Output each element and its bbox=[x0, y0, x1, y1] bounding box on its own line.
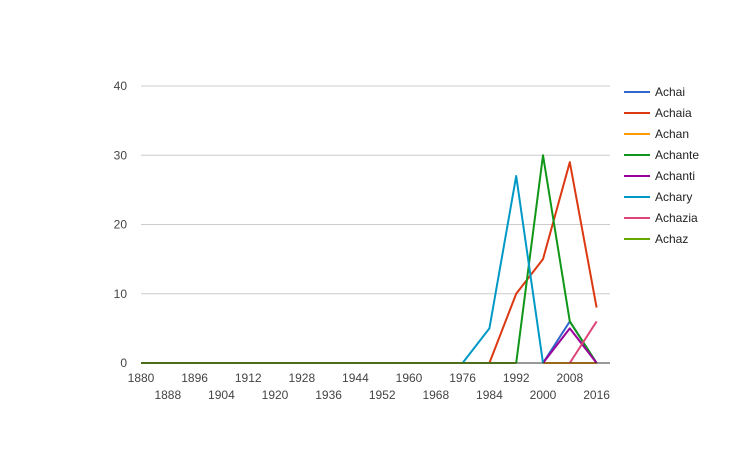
x-tick-label: 1944 bbox=[342, 371, 369, 385]
x-tick-label: 1984 bbox=[476, 388, 503, 402]
y-tick-label: 0 bbox=[120, 356, 127, 370]
legend-label-achary: Achary bbox=[655, 190, 692, 204]
series-lines bbox=[141, 154, 598, 364]
x-tick-label: 1976 bbox=[449, 371, 476, 385]
x-tick-label: 1904 bbox=[208, 388, 235, 402]
x-tick-label: 1888 bbox=[154, 388, 181, 402]
legend-label-achaz: Achaz bbox=[655, 232, 688, 246]
series-line-achary bbox=[461, 175, 544, 364]
x-tick-label: 1992 bbox=[503, 371, 530, 385]
x-tick-label: 2008 bbox=[556, 371, 583, 385]
legend: Achai Achaia Achan Achante Achanti Achary Acha… bbox=[624, 85, 699, 246]
x-tick-label: 1920 bbox=[262, 388, 289, 402]
x-tick-label: 1912 bbox=[235, 371, 262, 385]
x-tick-label: 1880 bbox=[128, 371, 155, 385]
y-tick-label: 30 bbox=[114, 148, 128, 162]
legend-label-achante: Achante bbox=[655, 148, 699, 162]
y-tick-label: 20 bbox=[114, 218, 128, 232]
legend-label-achan: Achan bbox=[655, 127, 689, 141]
legend-label-achaia: Achaia bbox=[655, 106, 692, 120]
y-tick-label: 10 bbox=[114, 287, 128, 301]
x-tick-label: 1952 bbox=[369, 388, 396, 402]
legend-label-achai: Achai bbox=[655, 85, 685, 99]
series-line-achanti bbox=[542, 327, 598, 364]
legend-label-achazia: Achazia bbox=[655, 211, 698, 225]
x-tick-label: 2016 bbox=[583, 388, 610, 402]
gridlines bbox=[141, 85, 610, 295]
x-tick-label: 1936 bbox=[315, 388, 342, 402]
x-tick-label: 1928 bbox=[288, 371, 315, 385]
x-tick-label: 2000 bbox=[530, 388, 557, 402]
y-tick-label: 40 bbox=[114, 79, 128, 93]
series-line-achaia bbox=[488, 161, 598, 364]
x-tick-label: 1968 bbox=[422, 388, 449, 402]
legend-label-achanti: Achanti bbox=[655, 169, 695, 183]
x-tick-label: 1960 bbox=[396, 371, 423, 385]
x-tick-label: 1896 bbox=[181, 371, 208, 385]
series-line-achazia bbox=[568, 320, 598, 364]
